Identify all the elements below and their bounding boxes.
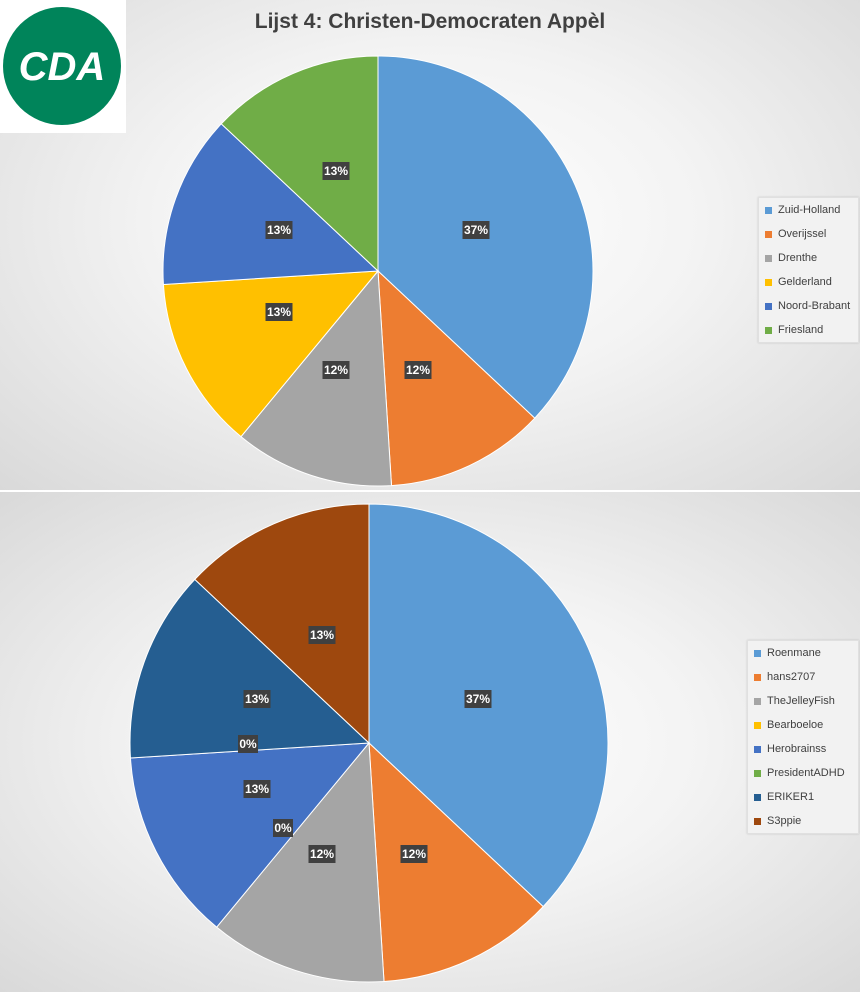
legend-swatch xyxy=(765,254,772,262)
data-label-gelderland: 13% xyxy=(265,303,293,321)
pie-slice-hans2707 xyxy=(368,741,544,983)
legend-label: Roenmane xyxy=(767,647,821,659)
legend-swatch xyxy=(754,793,761,801)
legend-provinces: Zuid-Holland Overijssel Drenthe Gelderland N… xyxy=(758,197,859,343)
svg-text:0%: 0% xyxy=(274,821,292,835)
pie-slice-eriker1 xyxy=(129,578,371,759)
legend-item-drenthe: Drenthe xyxy=(759,246,858,270)
legend-item-hans2707: hans2707 xyxy=(748,665,858,689)
legend-label: Herobrainss xyxy=(767,743,827,755)
legend-swatch xyxy=(765,302,772,310)
legend-item-zuid-holland: Zuid-Holland xyxy=(759,198,858,222)
svg-text:37%: 37% xyxy=(464,223,488,237)
legend-item-friesland: Friesland xyxy=(759,318,858,342)
legend-item-gelderland: Gelderland xyxy=(759,270,858,294)
pie-chart-candidates: 37% 12% 12% 0% 13% 0% 13% 13% xyxy=(129,503,609,983)
legend-label: ERIKER1 xyxy=(767,791,815,803)
legend-label: Overijssel xyxy=(778,228,827,240)
legend-label: Gelderland xyxy=(778,276,832,288)
legend-swatch xyxy=(765,230,772,238)
data-label-presidentadhd: 0% xyxy=(238,735,258,753)
legend-item-roenmane: Roenmane xyxy=(748,641,858,665)
legend-item-overijssel: Overijssel xyxy=(759,222,858,246)
legend-item-noord-brabant: Noord-Brabant xyxy=(759,294,858,318)
chart-panel-bottom: 37% 12% 12% 0% 13% 0% 13% 13% Roenmane hans2707 T… xyxy=(0,492,860,992)
legend-swatch xyxy=(754,721,761,729)
svg-text:13%: 13% xyxy=(310,628,334,642)
legend-item-presidentadhd: PresidentADHD xyxy=(748,761,858,785)
svg-text:13%: 13% xyxy=(245,782,269,796)
svg-text:13%: 13% xyxy=(267,223,291,237)
svg-text:12%: 12% xyxy=(402,847,426,861)
legend-swatch xyxy=(754,649,761,657)
legend-label: TheJelleyFish xyxy=(767,695,835,707)
legend-label: hans2707 xyxy=(767,671,816,683)
legend-swatch xyxy=(754,769,761,777)
legend-item-herobrainss: Herobrainss xyxy=(748,737,858,761)
svg-text:12%: 12% xyxy=(310,847,334,861)
legend-swatch xyxy=(754,745,761,753)
legend-item-bearboeloe: Bearboeloe xyxy=(748,713,858,737)
cda-logo: CDA xyxy=(0,0,126,133)
svg-text:CDA: CDA xyxy=(19,45,106,89)
legend-label: S3ppie xyxy=(767,815,802,827)
pie-chart-provinces: 37% 12% 12% 13% 13% 13% xyxy=(162,55,594,487)
legend-swatch xyxy=(754,673,761,681)
svg-text:12%: 12% xyxy=(406,363,430,377)
svg-text:13%: 13% xyxy=(267,305,291,319)
legend-item-thejelleyfish: TheJelleyFish xyxy=(748,689,858,713)
data-label-eriker1: 13% xyxy=(243,690,271,708)
legend-swatch xyxy=(754,817,761,825)
legend-label: Bearboeloe xyxy=(767,719,824,731)
legend-label: Noord-Brabant xyxy=(778,300,851,312)
svg-text:37%: 37% xyxy=(466,692,490,706)
legend-label: Friesland xyxy=(778,324,824,336)
svg-text:0%: 0% xyxy=(239,737,257,751)
cda-logo-graphic: CDA xyxy=(3,7,121,125)
data-label-roenmane: 37% xyxy=(464,690,492,708)
pie-slice-gelderland xyxy=(162,270,380,438)
chart-title: Lijst 4: Christen-Democraten Appèl xyxy=(254,10,606,33)
pie-slice-overijssel xyxy=(377,269,536,487)
legend-label: PresidentADHD xyxy=(767,767,845,779)
data-label-bearboeloe: 0% xyxy=(273,819,293,837)
legend-swatch xyxy=(765,326,772,334)
pie-slice-s3ppie xyxy=(194,503,370,745)
legend-swatch xyxy=(765,206,772,214)
chart-panel-top: CDA Lijst 4: Christen-Democraten Appèl 3… xyxy=(0,0,860,490)
legend-label: Drenthe xyxy=(778,252,818,264)
pie-slice-drenthe xyxy=(240,269,393,487)
data-label-zuid-holland: 37% xyxy=(462,221,490,239)
svg-text:13%: 13% xyxy=(245,692,269,706)
data-label-noord-brabant: 13% xyxy=(265,221,293,239)
pie-slice-friesland xyxy=(220,55,379,273)
data-label-herobrainss: 13% xyxy=(243,780,271,798)
data-label-thejelleyfish: 12% xyxy=(308,845,336,863)
data-label-drenthe: 12% xyxy=(322,361,350,379)
legend-swatch xyxy=(765,278,772,286)
pie-slice-thejelleyfish xyxy=(215,741,385,983)
legend-item-s3ppie: S3ppie xyxy=(748,809,858,833)
data-label-overijssel: 12% xyxy=(404,361,432,379)
data-label-s3ppie: 13% xyxy=(308,626,336,644)
legend-label: Zuid-Holland xyxy=(778,204,841,216)
legend-swatch xyxy=(754,697,761,705)
pie-slice-noord-brabant xyxy=(162,123,380,286)
data-label-friesland: 13% xyxy=(322,162,350,180)
legend-item-eriker1: ERIKER1 xyxy=(748,785,858,809)
legend-candidates: Roenmane hans2707 TheJelleyFish Bearboeloe H… xyxy=(747,640,859,834)
svg-text:13%: 13% xyxy=(324,164,348,178)
pie-slice-herobrainss xyxy=(129,742,371,928)
data-label-hans2707: 12% xyxy=(400,845,428,863)
svg-text:12%: 12% xyxy=(324,363,348,377)
